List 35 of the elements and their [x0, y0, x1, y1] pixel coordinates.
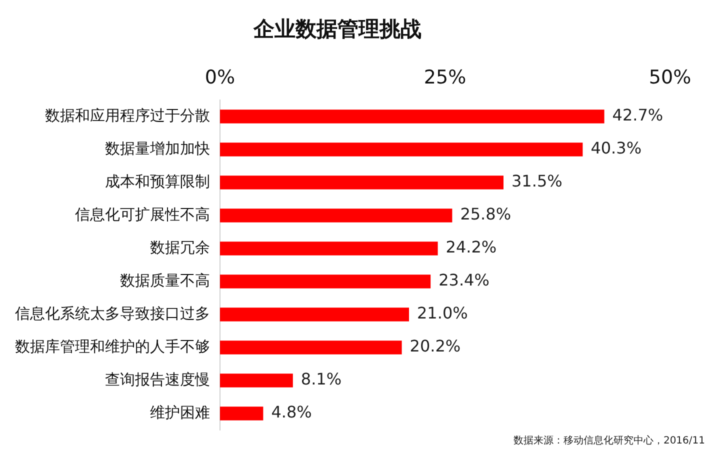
bar [220, 374, 293, 388]
y-tick-label: 数据冗余 [150, 238, 210, 256]
bar [220, 208, 452, 222]
bar [220, 242, 438, 256]
data-label: 23.4% [438, 270, 490, 290]
x-tick-label: 25% [424, 66, 466, 89]
x-tick-label: 50% [648, 66, 692, 89]
source-note: 数据来源：移动信息化研究中心，2016/11 [513, 434, 705, 447]
bar [220, 340, 402, 354]
y-tick-label: 信息化系统太多导致接口过多 [15, 304, 210, 322]
bar [220, 406, 264, 420]
chart-title: 企业数据管理挑战 [252, 17, 422, 42]
y-tick-label: 查询报告速度慢 [105, 370, 210, 388]
data-label: 21.0% [417, 304, 468, 323]
x-tick-label: 0% [204, 66, 236, 89]
data-label: 8.1% [300, 370, 342, 389]
bar [220, 110, 604, 124]
data-label: 4.8% [271, 402, 312, 422]
y-tick-label: 数据量增加加快 [105, 139, 210, 158]
data-label: 31.5% [512, 172, 562, 191]
data-label: 40.3% [590, 138, 642, 158]
data-label: 24.2% [446, 238, 497, 257]
data-label: 20.2% [410, 336, 461, 356]
bar [220, 142, 583, 156]
y-tick-label: 信息化可扩展性不高 [75, 205, 210, 224]
y-tick-label: 数据和应用程序过于分散 [45, 106, 210, 124]
y-tick-label: 成本和预算限制 [105, 172, 210, 190]
y-tick-label: 维护困难 [150, 403, 210, 422]
bar [220, 274, 431, 288]
bar [220, 308, 409, 322]
y-tick-label: 数据库管理和维护的人手不够 [15, 337, 210, 356]
data-label: 42.7% [612, 106, 664, 125]
bar [220, 176, 504, 190]
data-label: 25.8% [460, 204, 512, 224]
y-tick-label: 数据质量不高 [120, 271, 210, 290]
